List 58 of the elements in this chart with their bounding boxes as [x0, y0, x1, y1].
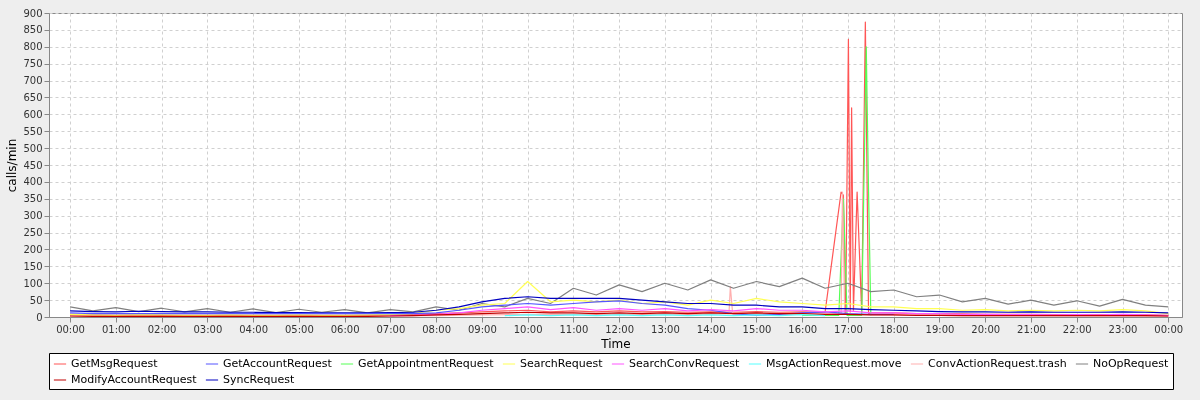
- x-tick-label: 16:00: [788, 323, 818, 335]
- x-tick-label: 17:00: [834, 323, 863, 335]
- x-tick-label: 23:00: [1108, 323, 1138, 335]
- x-tick-label: 09:00: [467, 323, 497, 335]
- y-tick-label: 750: [23, 58, 43, 70]
- y-tick-label: 900: [23, 7, 43, 19]
- legend-label: GetAccountRequest: [223, 357, 333, 370]
- x-tick-label: 02:00: [147, 323, 177, 335]
- legend-label: MsgActionRequest.move: [766, 357, 902, 370]
- x-tick-label: 06:00: [330, 323, 360, 335]
- x-tick-label: 00:00: [1154, 323, 1184, 335]
- legend-label: SyncRequest: [223, 373, 295, 386]
- y-tick-label: 850: [23, 24, 43, 36]
- x-tick-label: 03:00: [193, 323, 223, 335]
- legend-label: ModifyAccountRequest: [71, 373, 198, 386]
- y-tick-label: 450: [23, 159, 43, 171]
- legend-label: SearchRequest: [520, 357, 604, 370]
- y-axis-title: calls/min: [5, 138, 20, 193]
- y-tick-label: 800: [23, 41, 43, 53]
- x-tick-label: 15:00: [742, 323, 772, 335]
- legend-label: GetMsgRequest: [71, 357, 159, 370]
- y-tick-label: 350: [23, 193, 43, 205]
- x-tick-label: 04:00: [239, 323, 268, 335]
- y-tick-label: 200: [23, 243, 43, 255]
- x-tick-label: 08:00: [422, 323, 452, 335]
- legend-label: GetAppointmentRequest: [358, 357, 495, 370]
- y-tick-label: 0: [36, 311, 43, 323]
- legend-label: NoOpRequest: [1093, 357, 1169, 370]
- legend-label: SearchConvRequest: [629, 357, 741, 370]
- y-tick-label: 150: [23, 260, 43, 272]
- y-tick-label: 500: [23, 142, 43, 154]
- x-tick-label: 01:00: [101, 323, 131, 335]
- x-tick-label: 12:00: [605, 323, 635, 335]
- line-series: [69, 296, 1169, 314]
- y-tick-label: 700: [23, 75, 43, 87]
- y-tick-label: 600: [23, 108, 43, 120]
- x-tick-label: 11:00: [559, 323, 589, 335]
- line-series: [801, 46, 872, 316]
- y-tick-label: 100: [23, 277, 43, 289]
- x-tick-label: 18:00: [879, 323, 909, 335]
- y-tick-label: 250: [23, 227, 43, 239]
- x-tick-label: 13:00: [651, 323, 680, 335]
- x-tick-label: 19:00: [925, 323, 955, 335]
- x-tick-label: 21:00: [1017, 323, 1046, 335]
- x-tick-label: 10:00: [513, 323, 543, 335]
- y-tick-label: 650: [23, 91, 43, 103]
- y-tick-label: 550: [23, 125, 43, 137]
- x-tick-label: 00:00: [56, 323, 85, 335]
- y-tick-label: 50: [29, 294, 43, 306]
- x-axis-title: Time: [600, 336, 631, 351]
- x-tick-label: 20:00: [971, 323, 1001, 335]
- y-tick-label: 300: [23, 210, 43, 222]
- legend-label: ConvActionRequest.trash: [928, 357, 1067, 370]
- x-tick-label: 05:00: [284, 323, 314, 335]
- x-tick-label: 07:00: [376, 323, 406, 335]
- x-tick-label: 14:00: [696, 323, 726, 335]
- x-tick-label: 22:00: [1062, 323, 1092, 335]
- y-tick-label: 400: [23, 176, 43, 188]
